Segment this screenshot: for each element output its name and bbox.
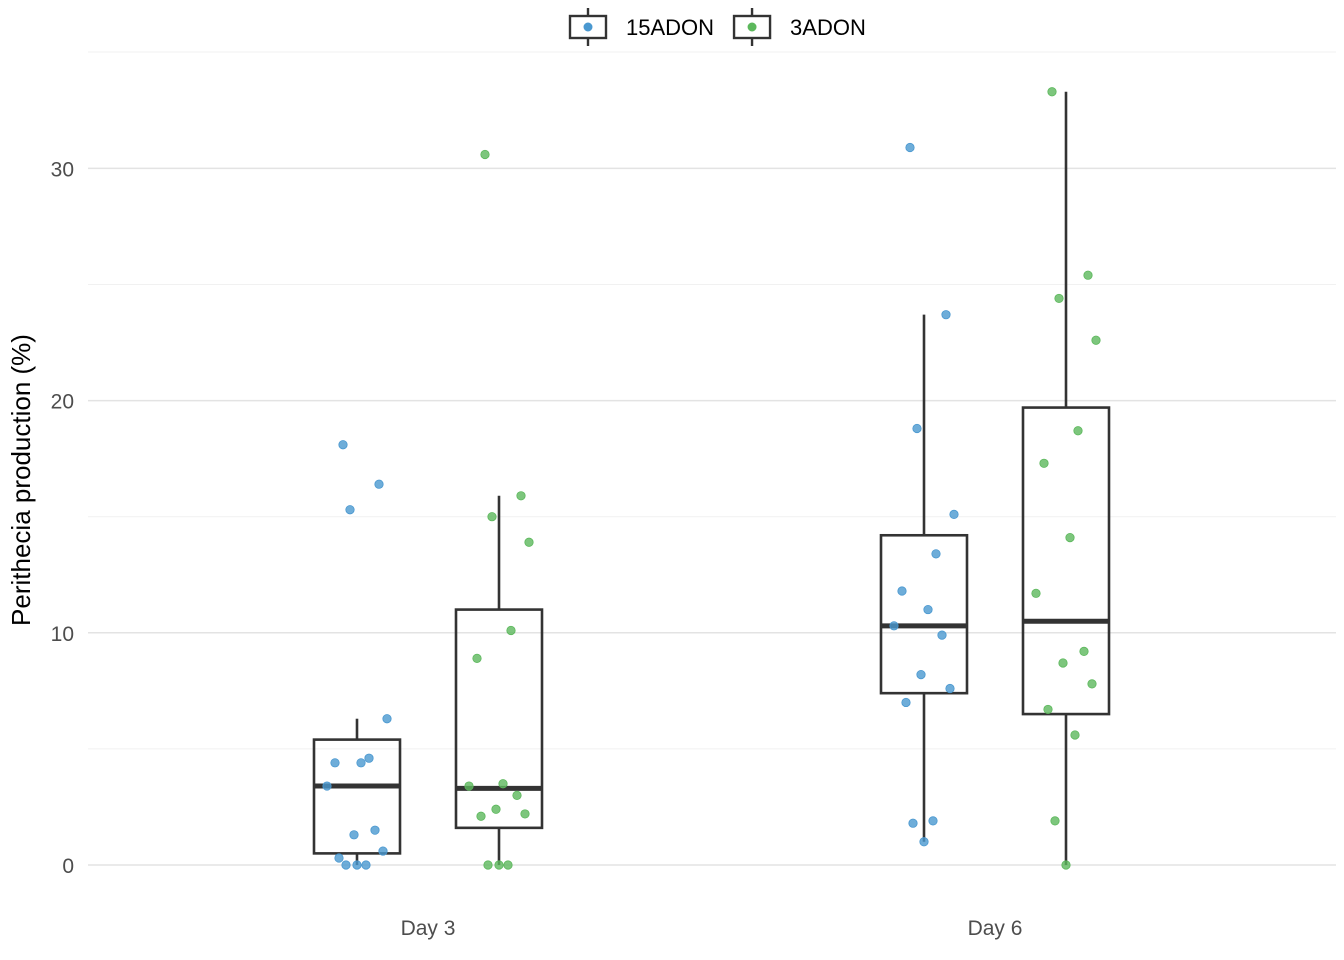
data-point-15ADON <box>338 440 348 450</box>
x-tick-label: Day 3 <box>401 917 456 940</box>
data-point-3ADON <box>1043 704 1053 715</box>
box-iqr <box>312 738 402 855</box>
legend-label: 3ADON <box>790 15 866 40</box>
data-point-15ADON <box>382 714 392 724</box>
data-point-15ADON <box>905 142 915 153</box>
data-point-3ADON <box>464 781 474 791</box>
data-point-3ADON <box>1031 588 1041 598</box>
data-point-3ADON <box>491 804 501 814</box>
data-point-3ADON <box>476 811 486 821</box>
data-point-3ADON <box>1047 87 1057 97</box>
box-3ADON-day-6 <box>1021 91 1111 865</box>
data-point-15ADON <box>361 860 371 870</box>
data-point-15ADON <box>889 621 899 631</box>
data-point-15ADON <box>345 505 355 515</box>
data-point-3ADON <box>480 149 490 160</box>
data-point-15ADON <box>370 825 380 835</box>
legend-item-3ADON: 3ADON <box>732 8 866 46</box>
y-tick-label: 20 <box>51 391 74 414</box>
data-point-3ADON <box>1083 270 1093 280</box>
data-point-15ADON <box>923 604 933 615</box>
data-point-15ADON <box>937 630 947 640</box>
jitter-points <box>322 87 1101 870</box>
data-point-15ADON <box>931 549 941 559</box>
box-iqr <box>879 533 969 695</box>
data-point-15ADON <box>941 310 951 320</box>
data-point-15ADON <box>374 479 384 489</box>
data-point-3ADON <box>1039 458 1049 468</box>
data-point-15ADON <box>352 860 362 870</box>
data-point-3ADON <box>503 860 513 870</box>
data-point-3ADON <box>494 860 504 870</box>
data-point-3ADON <box>520 809 530 819</box>
x-axis-ticks: Day 3 Day 6 <box>401 917 1023 940</box>
data-point-15ADON <box>364 753 374 763</box>
legend: 15ADON 3ADON <box>568 8 866 46</box>
data-point-15ADON <box>341 860 351 870</box>
data-point-15ADON <box>334 853 344 863</box>
data-point-15ADON <box>916 669 926 680</box>
data-point-3ADON <box>487 512 497 522</box>
y-axis-ticks: 0 10 20 30 <box>51 158 74 878</box>
data-point-3ADON <box>1050 816 1060 826</box>
data-point-15ADON <box>349 830 359 840</box>
data-point-3ADON <box>506 625 516 636</box>
data-point-15ADON <box>897 586 907 596</box>
data-point-3ADON <box>1087 679 1097 689</box>
data-point-15ADON <box>330 758 340 768</box>
y-tick-label: 10 <box>51 623 74 646</box>
data-point-3ADON <box>524 537 534 547</box>
data-point-3ADON <box>1061 860 1071 870</box>
data-point-3ADON <box>1058 658 1068 668</box>
y-tick-label: 30 <box>51 158 74 181</box>
data-point-15ADON <box>919 837 929 847</box>
data-point-15ADON <box>356 758 366 768</box>
data-point-3ADON <box>472 653 482 663</box>
box-iqr <box>1021 406 1111 716</box>
data-point-15ADON <box>949 509 959 519</box>
data-point-15ADON <box>901 697 911 708</box>
data-point-15ADON <box>912 423 922 434</box>
boxes <box>312 91 1111 865</box>
data-point-15ADON <box>908 818 918 828</box>
y-axis-title: Perithecia production (%) <box>6 334 36 626</box>
data-point-15ADON <box>928 816 938 826</box>
legend-key-point <box>747 22 757 32</box>
data-point-3ADON <box>1091 335 1101 345</box>
box-15ADON-day-6 <box>879 314 969 842</box>
data-point-3ADON <box>1073 426 1083 436</box>
data-point-3ADON <box>483 860 493 870</box>
y-tick-label: 0 <box>62 855 74 878</box>
grid <box>88 51 1336 866</box>
data-point-3ADON <box>512 790 522 800</box>
data-point-3ADON <box>1054 293 1064 304</box>
x-tick-label: Day 6 <box>968 917 1023 940</box>
data-point-3ADON <box>1070 730 1080 740</box>
data-point-15ADON <box>945 683 955 694</box>
legend-item-15ADON: 15ADON <box>568 8 714 46</box>
data-point-3ADON <box>516 491 526 501</box>
legend-key-point <box>583 22 593 32</box>
box-iqr <box>454 608 544 830</box>
box-15ADON-day-3 <box>312 718 402 865</box>
data-point-3ADON <box>1079 646 1089 656</box>
data-point-15ADON <box>322 781 332 791</box>
data-point-3ADON <box>498 779 508 789</box>
legend-label: 15ADON <box>626 15 714 40</box>
data-point-3ADON <box>1065 532 1075 543</box>
data-point-15ADON <box>378 846 388 856</box>
